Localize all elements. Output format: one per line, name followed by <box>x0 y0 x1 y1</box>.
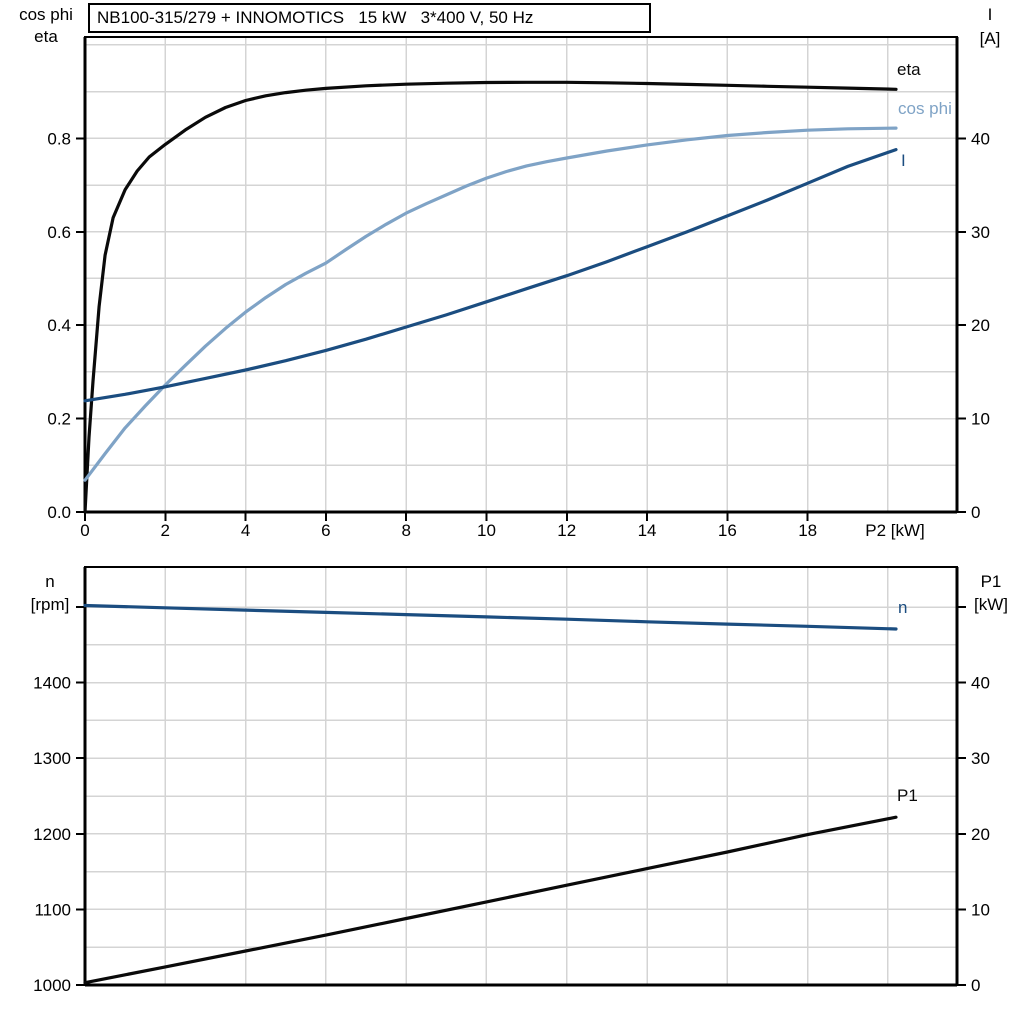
right-axis-title: [kW] <box>974 595 1008 614</box>
left-tick-label: 1300 <box>33 749 71 768</box>
right-tick-label: 30 <box>971 749 990 768</box>
right-tick-label: 40 <box>971 674 990 693</box>
left-tick-label: 0.6 <box>47 223 71 242</box>
series-curve-P1 <box>83 815 898 985</box>
left-axis-title: [rpm] <box>31 595 70 614</box>
right-tick-label: 10 <box>971 410 990 429</box>
left-tick-label: 0.0 <box>47 503 71 522</box>
bottom-tick-label: 14 <box>638 521 657 540</box>
series-label-cos-phi: cos phi <box>898 99 952 118</box>
left-tick-label: 1000 <box>33 976 71 995</box>
right-axis-title: P1 <box>981 572 1002 591</box>
left-axis-title: eta <box>34 27 58 46</box>
left-tick-label: 1100 <box>34 900 71 919</box>
right-tick-label: 20 <box>971 825 990 844</box>
left-axis-title: cos phi <box>19 5 73 24</box>
x-axis-title: P2 [kW] <box>865 521 925 540</box>
bottom-tick-label: 0 <box>80 521 89 540</box>
bottom-tick-label: 8 <box>401 521 410 540</box>
bottom-tick-label: 6 <box>321 521 330 540</box>
right-tick-label: 20 <box>971 316 990 335</box>
left-tick-label: 1200 <box>33 825 71 844</box>
series-label-eta: eta <box>897 60 921 79</box>
bottom-tick-label: 16 <box>718 521 737 540</box>
left-tick-label: 0.4 <box>47 316 71 335</box>
right-tick-label: 0 <box>971 503 980 522</box>
bottom-tick-label: 4 <box>241 521 250 540</box>
bottom-tick-label: 18 <box>798 521 817 540</box>
right-tick-label: 0 <box>971 976 980 995</box>
series-curve-I <box>83 148 898 403</box>
series-label-P1: P1 <box>897 786 918 805</box>
plot-frame <box>84 36 958 513</box>
right-tick-label: 40 <box>971 129 990 148</box>
right-tick-label: 10 <box>971 900 990 919</box>
series-label-I: I <box>901 151 906 170</box>
series-label-n: n <box>898 598 907 617</box>
left-tick-label: 0.2 <box>47 410 71 429</box>
right-tick-label: 30 <box>971 223 990 242</box>
right-axis-title: [A] <box>980 29 1001 48</box>
right-axis-title: I <box>988 5 993 24</box>
chart-title: NB100-315/279 + INNOMOTICS 15 kW 3*400 V… <box>88 3 651 33</box>
bottom-tick-label: 2 <box>161 521 170 540</box>
series-curve-cos-phi <box>83 126 898 482</box>
bottom-tick-label: 12 <box>557 521 576 540</box>
series-curve-n <box>83 603 898 631</box>
plot-frame <box>84 566 958 986</box>
left-axis-title: n <box>45 572 54 591</box>
bottom-tick-label: 10 <box>477 521 496 540</box>
left-tick-label: 0.8 <box>47 129 71 148</box>
left-tick-label: 1400 <box>33 674 71 693</box>
series-curve-eta <box>83 80 898 514</box>
